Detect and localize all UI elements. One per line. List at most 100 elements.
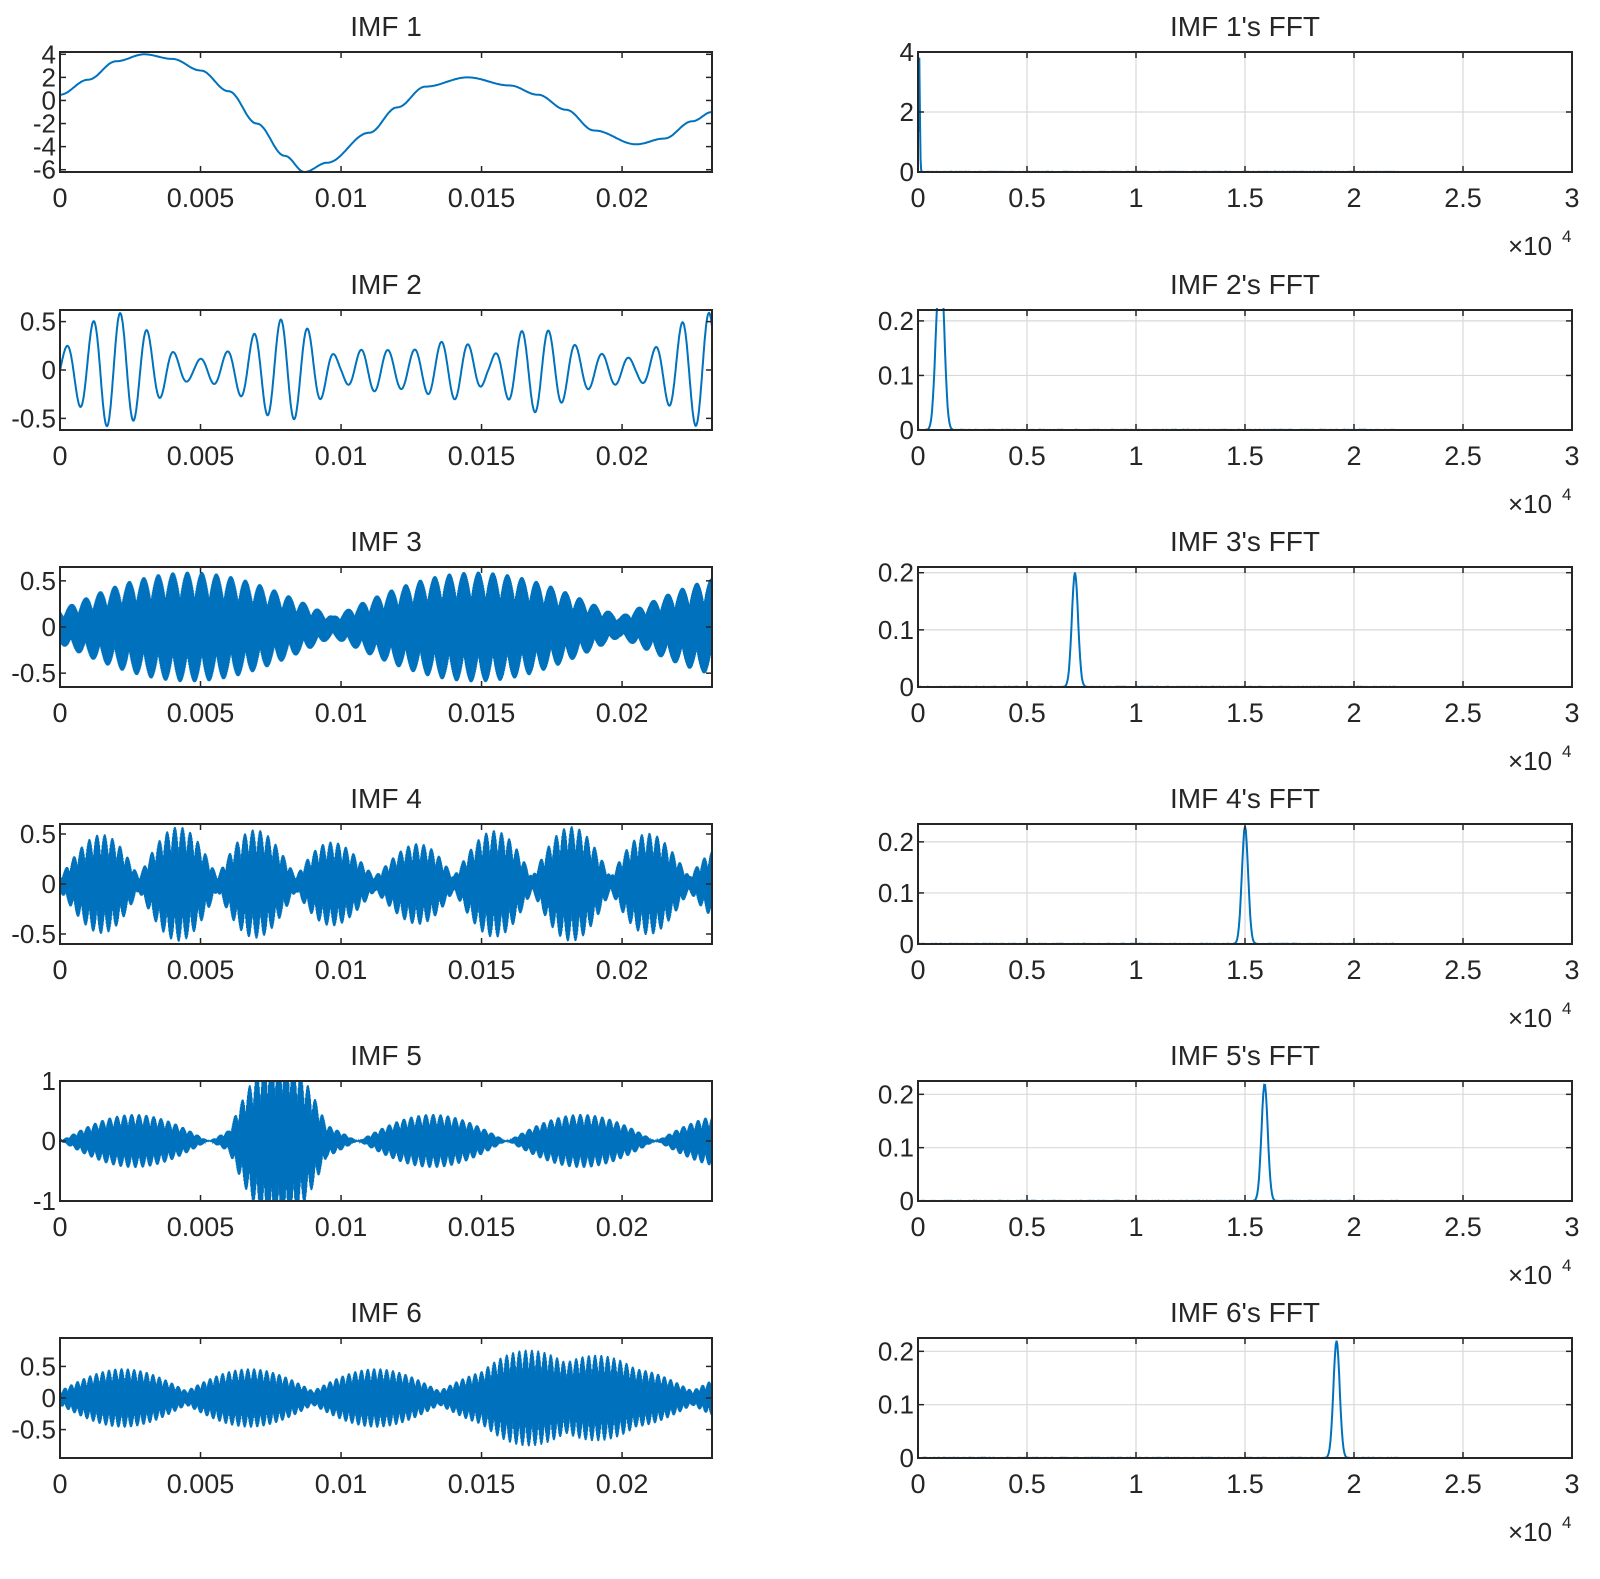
- x-tick-label: 0: [910, 1212, 925, 1242]
- y-tick-label: 0.5: [20, 1351, 56, 1381]
- x-tick-label: 1.5: [1226, 1212, 1264, 1242]
- x-tick-label: 3: [1564, 1469, 1579, 1499]
- plot-title: IMF 2's FFT: [1170, 269, 1320, 300]
- plot-title: IMF 6's FFT: [1170, 1297, 1320, 1328]
- plot-title: IMF 3's FFT: [1170, 526, 1320, 557]
- y-tick-label: 2: [42, 62, 56, 92]
- x-tick-label: 0.02: [596, 441, 649, 471]
- y-tick-label: -0.5: [11, 403, 56, 433]
- x-tick-label: 2.5: [1444, 698, 1482, 728]
- x-tick-label: 0.01: [315, 441, 368, 471]
- x-tick-label: 3: [1564, 698, 1579, 728]
- x-tick-label: 0.5: [1008, 1212, 1046, 1242]
- x-multiplier-exponent: 4: [1562, 1256, 1571, 1275]
- x-tick-label: 1: [1128, 183, 1143, 213]
- x-tick-label: 0: [52, 1212, 67, 1242]
- y-tick-label: 0.2: [878, 1336, 914, 1366]
- x-tick-label: 3: [1564, 955, 1579, 985]
- x-tick-label: 0: [52, 183, 67, 213]
- x-tick-label: 2: [1346, 1469, 1361, 1499]
- x-tick-label: 0.005: [167, 955, 235, 985]
- y-tick-label: 1: [42, 1066, 56, 1096]
- x-tick-label: 0.005: [167, 183, 235, 213]
- x-multiplier-exponent: 4: [1562, 742, 1571, 761]
- x-tick-label: 0: [52, 1469, 67, 1499]
- imf-1-fft-plot: IMF 1's FFT 0 0.5 1 1.5 2 2.5 3 4 2 0 ×10 4: [900, 11, 1580, 261]
- imf-6-time-plot: IMF 60 0.005 0.01 0.015 0.020.50-0.5: [11, 1297, 713, 1499]
- x-tick-label: 2.5: [1444, 441, 1482, 471]
- y-tick-label: 0.1: [878, 878, 914, 908]
- x-tick-label: 0.02: [596, 698, 649, 728]
- x-tick-label: 1: [1128, 1469, 1143, 1499]
- x-tick-label: 1: [1128, 441, 1143, 471]
- x-tick-label: 0.005: [167, 698, 235, 728]
- x-tick-label: 0.02: [596, 183, 649, 213]
- x-tick-label: 2.5: [1444, 1212, 1482, 1242]
- y-tick-label: 4: [42, 39, 56, 69]
- imf-4-fft-plot: IMF 4's FFT 0 0.5 1 1.5 2 2.5 3 0.2 0.1 0 ×10 4: [878, 783, 1580, 1033]
- x-multiplier-label: ×10: [1508, 746, 1552, 776]
- x-tick-label: 1: [1128, 1212, 1143, 1242]
- imf-6-fft-plot: IMF 6's FFT 0 0.5 1 1.5 2 2.5 3 0.2 0.1 0 ×10 4: [878, 1297, 1580, 1547]
- x-tick-label: 0.015: [448, 1469, 516, 1499]
- y-tick-label: -0.5: [11, 658, 56, 688]
- x-tick-label: 0: [52, 441, 67, 471]
- x-tick-label: 2.5: [1444, 183, 1482, 213]
- x-tick-label: 0.02: [596, 955, 649, 985]
- y-tick-label: 0.1: [878, 360, 914, 390]
- y-tick-label: 0: [900, 1186, 914, 1216]
- x-tick-label: 0: [52, 955, 67, 985]
- y-tick-label: 0: [42, 355, 56, 385]
- y-tick-label: 0.1: [878, 1390, 914, 1420]
- plot-title: IMF 4: [350, 783, 422, 814]
- plot-title: IMF 6: [350, 1297, 422, 1328]
- y-tick-label: -0.5: [11, 1415, 56, 1445]
- x-tick-label: 0: [52, 698, 67, 728]
- x-tick-label: 0.015: [448, 183, 516, 213]
- plot-title: IMF 4's FFT: [1170, 783, 1320, 814]
- plot-title: IMF 1's FFT: [1170, 11, 1320, 42]
- x-multiplier-label: ×10: [1508, 1003, 1552, 1033]
- plot-title: IMF 3: [350, 526, 422, 557]
- y-tick-label: -1: [33, 1186, 56, 1216]
- plot-title: IMF 2: [350, 269, 422, 300]
- x-tick-label: 2: [1346, 955, 1361, 985]
- x-tick-label: 0.5: [1008, 441, 1046, 471]
- y-tick-label: 4: [900, 37, 914, 67]
- y-tick-label: 0.5: [20, 307, 56, 337]
- x-tick-label: 0.005: [167, 1469, 235, 1499]
- x-tick-label: 0.01: [315, 955, 368, 985]
- x-tick-label: 0: [910, 441, 925, 471]
- y-tick-label: 0.2: [878, 558, 914, 588]
- y-tick-label: 0: [42, 85, 56, 115]
- x-tick-label: 1.5: [1226, 698, 1264, 728]
- x-tick-label: 2: [1346, 1212, 1361, 1242]
- x-multiplier-label: ×10: [1508, 1260, 1552, 1290]
- y-tick-label: 0.5: [20, 819, 56, 849]
- y-tick-label: 0: [900, 157, 914, 187]
- y-tick-label: -4: [33, 132, 56, 162]
- y-tick-label: 0: [900, 929, 914, 959]
- x-multiplier-label: ×10: [1508, 231, 1552, 261]
- y-tick-label: 0: [900, 672, 914, 702]
- x-tick-label: 0.01: [315, 1469, 368, 1499]
- x-tick-label: 0.5: [1008, 1469, 1046, 1499]
- x-tick-label: 2.5: [1444, 955, 1482, 985]
- x-tick-label: 0.015: [448, 955, 516, 985]
- x-tick-label: 0.5: [1008, 183, 1046, 213]
- x-tick-label: 0.5: [1008, 955, 1046, 985]
- x-tick-label: 0.01: [315, 698, 368, 728]
- imf-5-fft-plot: IMF 5's FFT 0 0.5 1 1.5 2 2.5 3 0.2 0.1 0 ×10 4: [878, 1040, 1580, 1290]
- x-tick-label: 0.5: [1008, 698, 1046, 728]
- y-tick-label: 2: [900, 97, 914, 127]
- y-tick-label: 0.1: [878, 1133, 914, 1163]
- x-tick-label: 0.015: [448, 441, 516, 471]
- imf-2-time-plot: IMF 2 0 0.005 0.01 0.015 0.02 0.5 0 -0.5: [11, 269, 713, 471]
- x-multiplier-exponent: 4: [1562, 485, 1571, 504]
- x-tick-label: 0.015: [448, 1212, 516, 1242]
- x-tick-label: 2: [1346, 183, 1361, 213]
- y-tick-label: -6: [33, 155, 56, 185]
- y-tick-label: 0: [42, 869, 56, 899]
